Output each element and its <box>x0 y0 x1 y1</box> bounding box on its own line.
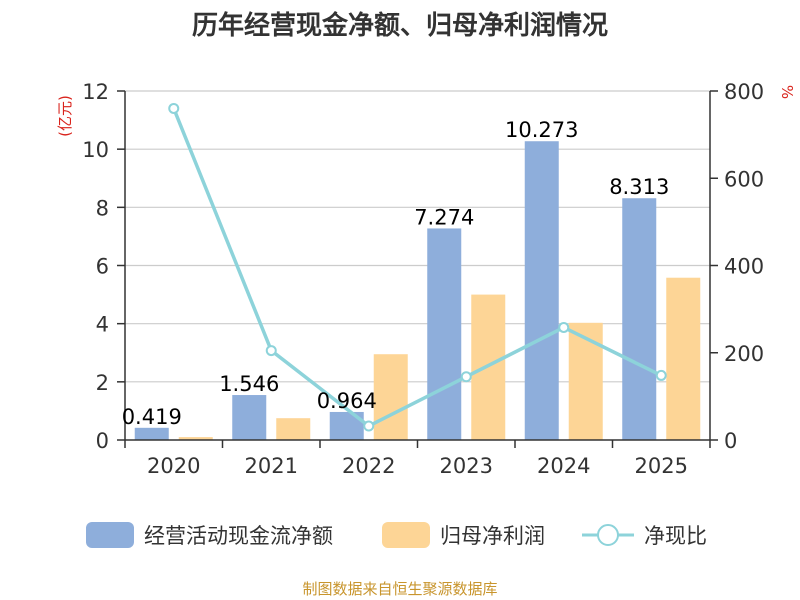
legend-label-ratio: 净现比 <box>644 524 707 548</box>
ratio-point <box>655 369 667 381</box>
x-tick-label: 2024 <box>537 454 590 478</box>
bar-cashflow <box>427 228 462 440</box>
left-tick-label: 12 <box>82 80 109 104</box>
x-tick-label: 2021 <box>245 454 298 478</box>
x-tick-label: 2025 <box>635 454 688 478</box>
data-label-cashflow: 10.273 <box>505 118 578 142</box>
bars <box>134 141 701 440</box>
gridlines <box>125 90 710 383</box>
data-label-cashflow: 7.274 <box>414 205 474 229</box>
ratio-point <box>363 420 375 432</box>
legend-swatch-net-profit <box>382 522 430 548</box>
left-tick-label: 4 <box>96 313 109 337</box>
bar-net-profit <box>276 418 311 440</box>
data-label-cashflow: 0.419 <box>122 405 182 429</box>
data-label-cashflow: 0.964 <box>317 389 377 413</box>
legend-swatch-cashflow <box>86 522 134 548</box>
bar-net-profit <box>373 354 408 440</box>
ratio-point <box>168 102 180 114</box>
x-tick-label: 2023 <box>440 454 493 478</box>
data-labels: 0.419 1.546 0.964 7.274 10.273 8.313 <box>122 118 670 429</box>
legend: 经营活动现金流净额 归母净利润 净现比 <box>86 522 707 548</box>
ratio-line <box>168 102 667 432</box>
legend-label-cashflow: 经营活动现金流净额 <box>144 524 333 548</box>
right-tick-label: 600 <box>724 167 764 191</box>
ratio-point <box>460 371 472 383</box>
bar-cashflow <box>232 395 267 440</box>
right-tick-label: 800 <box>724 80 764 104</box>
x-tick-label: 2020 <box>147 454 200 478</box>
left-axis-unit-label: (亿元) <box>56 95 74 137</box>
left-tick-label: 10 <box>82 138 109 162</box>
source-note: 制图数据来自恒生聚源数据库 <box>302 580 497 598</box>
x-tick-label: 2022 <box>342 454 395 478</box>
ratio-line-path <box>172 107 663 429</box>
left-tick-label: 6 <box>96 255 109 279</box>
legend-item-net-profit[interactable]: 归母净利润 <box>382 522 545 548</box>
bar-cashflow <box>622 198 657 440</box>
ratio-point <box>265 345 277 357</box>
right-tick-label: 400 <box>724 255 764 279</box>
bar-net-profit <box>568 322 603 440</box>
left-tick-label: 2 <box>96 371 109 395</box>
bar-cashflow <box>524 141 559 440</box>
ratio-point <box>558 321 570 333</box>
bar-net-profit <box>666 277 701 440</box>
left-tick-label: 0 <box>96 429 109 453</box>
right-axis-unit-label: % <box>778 85 796 99</box>
legend-label-net-profit: 归母净利润 <box>440 524 545 548</box>
data-label-cashflow: 1.546 <box>219 372 279 396</box>
left-tick-label: 8 <box>96 196 109 220</box>
legend-item-ratio[interactable]: 净现比 <box>582 524 707 548</box>
legend-item-cashflow[interactable]: 经营活动现金流净额 <box>86 522 333 548</box>
chart-title: 历年经营现金净额、归母净利润情况 <box>192 10 608 41</box>
right-tick-label: 200 <box>724 342 764 366</box>
right-tick-label: 0 <box>724 429 737 453</box>
data-label-cashflow: 8.313 <box>609 175 669 199</box>
bar-net-profit <box>178 437 213 440</box>
legend-marker-ratio <box>597 524 619 546</box>
bar-cashflow <box>134 427 169 440</box>
axes: 0 2 4 6 8 10 12 0 200 400 600 800 2020 2021 2022 2023 20… <box>82 80 764 478</box>
